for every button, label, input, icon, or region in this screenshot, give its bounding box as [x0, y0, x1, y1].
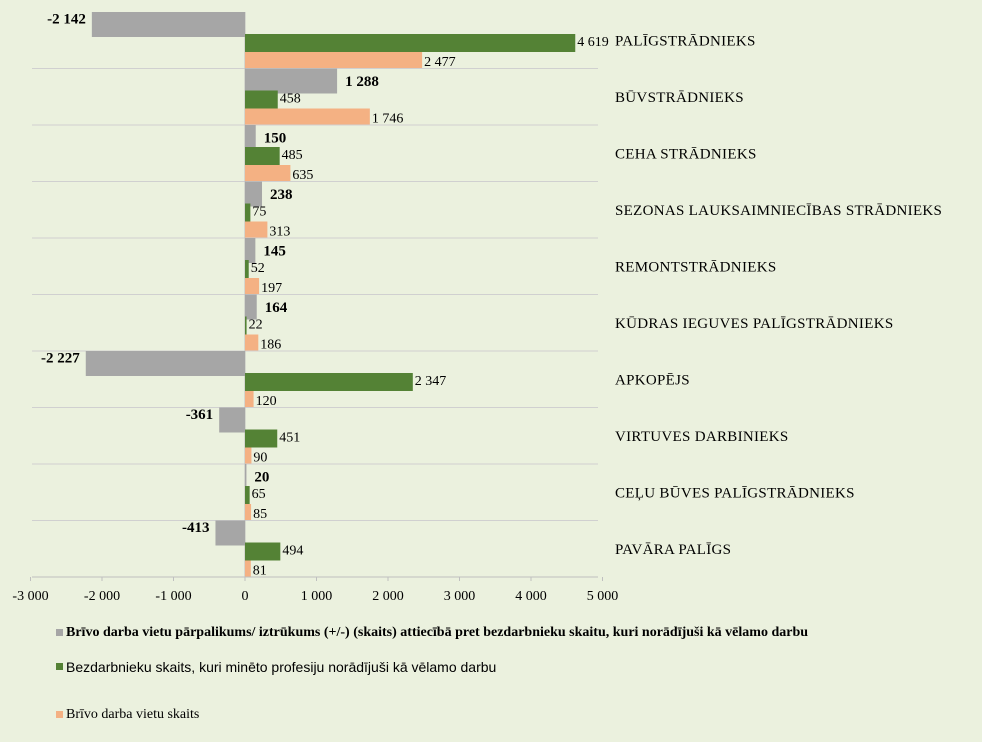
value-label: 197 — [261, 281, 282, 296]
bar — [245, 108, 370, 125]
value-label: -2 142 — [47, 11, 86, 27]
legend-item: Brīvo darba vietu skaits — [56, 706, 956, 724]
bar — [245, 560, 251, 577]
value-label: 2 347 — [415, 374, 447, 389]
value-label: 4 619 — [577, 35, 609, 50]
value-label: -361 — [186, 407, 214, 423]
value-label: 186 — [260, 338, 281, 353]
legend-swatch — [56, 663, 63, 670]
bar — [245, 147, 280, 165]
value-label: 145 — [263, 243, 286, 259]
x-tick-label: -1 000 — [155, 589, 191, 604]
bar — [245, 221, 268, 238]
category-label: VIRTUVES DARBINIEKS — [615, 429, 789, 445]
bar — [245, 68, 338, 94]
value-label: 494 — [282, 544, 303, 559]
legend: Brīvo darba vietu pārpalikums/ iztrūkums… — [56, 624, 956, 724]
category-label: REMONTSTRĀDNIEKS — [615, 260, 776, 276]
x-tick-label: 4 000 — [515, 589, 547, 604]
value-label: -413 — [182, 520, 210, 536]
bar — [245, 52, 423, 68]
bar — [245, 203, 251, 222]
value-label: 20 — [254, 469, 269, 485]
chart: -3 000 -2 000 -1 000 0 1 000 2 000 3 000 4 000 5… — [12, 11, 942, 604]
category-label: BŪVSTRĀDNIEKS — [615, 90, 744, 106]
x-tick-label: 0 — [242, 589, 249, 604]
value-label: 451 — [279, 431, 300, 446]
bar — [245, 542, 281, 561]
value-label: 85 — [253, 507, 267, 522]
value-label: 52 — [251, 261, 265, 276]
legend-item: Brīvo darba vietu pārpalikums/ iztrūkums… — [56, 624, 956, 642]
category-label: APKOPĒJS — [615, 373, 690, 389]
bar — [245, 464, 247, 489]
category-label: PALĪGSTRĀDNIEKS — [615, 34, 756, 50]
bar — [85, 351, 245, 376]
bar — [245, 260, 249, 278]
value-label: 120 — [256, 394, 277, 409]
value-label: 458 — [280, 92, 301, 107]
category-label: CEHA STRĀDNIEKS — [615, 147, 757, 163]
bar — [245, 391, 254, 407]
bar — [245, 429, 278, 448]
x-tick-label: 3 000 — [444, 589, 476, 604]
bar — [245, 334, 259, 351]
value-label: 1 288 — [345, 74, 379, 90]
bar — [245, 34, 576, 52]
category-label: KŪDRAS IEGUVES PALĪGSTRĀDNIEKS — [615, 316, 893, 332]
value-label: 81 — [253, 564, 267, 579]
value-label: 635 — [292, 168, 313, 183]
value-label: 65 — [252, 487, 266, 502]
value-label: -2 227 — [41, 350, 80, 366]
value-label: 164 — [265, 300, 288, 316]
x-tick-label: 5 000 — [587, 589, 619, 604]
legend-label: Bezdarbnieku skaits, kuri minēto profesi… — [66, 659, 497, 675]
x-tick-label: 1 000 — [301, 589, 333, 604]
bar — [245, 90, 278, 109]
legend-label: Brīvo darba vietu skaits — [66, 707, 200, 722]
bar — [219, 407, 245, 433]
legend-swatch — [56, 629, 63, 636]
category-label: CEĻU BŪVES PALĪGSTRĀDNIEKS — [615, 486, 855, 502]
bar — [245, 181, 263, 207]
bar — [245, 238, 256, 263]
x-tick-label: 2 000 — [372, 589, 404, 604]
legend-swatch — [56, 711, 63, 718]
category-label: SEZONAS LAUKSAIMNIECĪBAS STRĀDNIEKS — [615, 203, 942, 219]
value-label: 22 — [249, 318, 263, 333]
bar — [215, 520, 245, 546]
value-label: 90 — [253, 451, 267, 466]
bar — [245, 316, 247, 335]
x-tick-label: -2 000 — [84, 589, 120, 604]
value-label: 485 — [282, 148, 303, 163]
category-label: PAVĀRA PALĪGS — [615, 542, 731, 558]
bar — [245, 278, 260, 294]
value-label: 1 746 — [372, 112, 404, 127]
legend-item: Bezdarbnieku skaits, kuri minēto profesi… — [56, 658, 956, 678]
value-label: 313 — [269, 225, 290, 240]
value-label: 2 477 — [424, 55, 456, 70]
bar — [245, 486, 250, 504]
value-label: 75 — [252, 205, 266, 220]
x-tick-label: -3 000 — [12, 589, 48, 604]
bar — [245, 125, 256, 150]
bar — [245, 294, 257, 320]
bar — [245, 165, 291, 181]
value-label: 238 — [270, 187, 293, 203]
bar — [91, 12, 245, 37]
bar — [245, 373, 413, 391]
bar — [245, 447, 252, 464]
bar — [245, 504, 252, 520]
value-label: 150 — [264, 130, 287, 146]
legend-label: Brīvo darba vietu pārpalikums/ iztrūkums… — [66, 625, 809, 640]
